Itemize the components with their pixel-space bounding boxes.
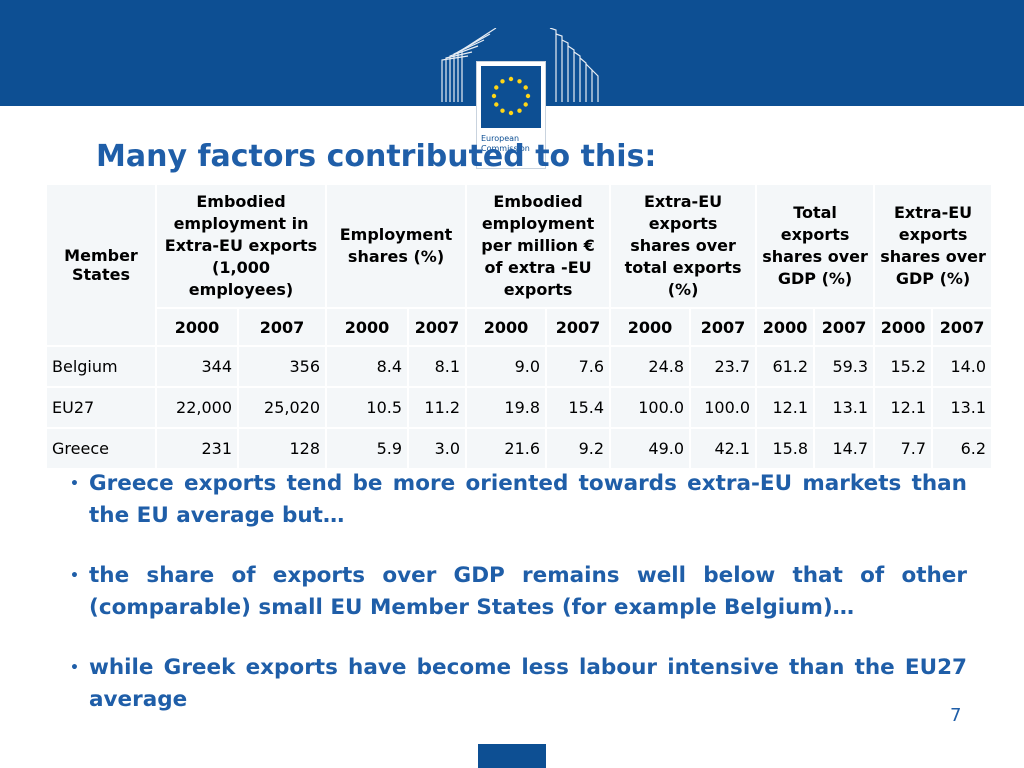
value-cell: 7.7 bbox=[873, 427, 934, 470]
value-cell: 9.2 bbox=[545, 427, 612, 470]
value-cell: 21.6 bbox=[465, 427, 548, 470]
group-header: Embodied employment per million € of ext… bbox=[465, 183, 612, 309]
value-cell: 22,000 bbox=[155, 386, 239, 429]
bullet-icon: • bbox=[70, 660, 79, 676]
group-header: Total exports shares over GDP (%) bbox=[755, 183, 876, 309]
slide-title: Many factors contributed to this: bbox=[96, 139, 657, 174]
year-header: 2007 bbox=[931, 307, 994, 347]
year-header: 2000 bbox=[755, 307, 816, 347]
year-header: 2000 bbox=[155, 307, 239, 347]
value-cell: 344 bbox=[155, 345, 239, 388]
value-cell: 14.0 bbox=[931, 345, 994, 388]
bullet-text: the share of exports over GDP remains we… bbox=[89, 563, 967, 620]
value-cell: 15.4 bbox=[545, 386, 612, 429]
bullet-icon: • bbox=[70, 476, 79, 492]
value-cell: 9.0 bbox=[465, 345, 548, 388]
data-table: Member States Embodied employment in Ext… bbox=[45, 183, 994, 470]
logo-text: European Commission bbox=[481, 134, 530, 154]
value-cell: 13.1 bbox=[813, 386, 876, 429]
member-states-header: Member States bbox=[45, 183, 157, 347]
bullet-text: while Greek exports have become less lab… bbox=[89, 655, 967, 712]
table-year-row: 2000 2007 2000 2007 2000 2007 2000 2007 … bbox=[46, 307, 994, 347]
year-header: 2000 bbox=[873, 307, 934, 347]
footer-eu-flag-icon bbox=[478, 744, 546, 768]
table-row: EU27 22,000 25,020 10.5 11.2 19.8 15.4 1… bbox=[45, 386, 994, 429]
value-cell: 49.0 bbox=[609, 427, 692, 470]
table-group-header-row: Member States Embodied employment in Ext… bbox=[45, 183, 994, 347]
bullet-item: • Greece exports tend be more oriented to… bbox=[70, 468, 967, 532]
year-header: 2007 bbox=[813, 307, 876, 347]
value-cell: 6.2 bbox=[931, 427, 994, 470]
bullet-item: • while Greek exports have become less l… bbox=[70, 652, 967, 716]
value-cell: 15.8 bbox=[755, 427, 816, 470]
value-cell: 19.8 bbox=[465, 386, 548, 429]
value-cell: 7.6 bbox=[545, 345, 612, 388]
value-cell: 25,020 bbox=[236, 386, 328, 429]
group-header: Embodied employment in Extra-EU exports … bbox=[154, 183, 328, 309]
value-cell: 5.9 bbox=[325, 427, 410, 470]
logo-line-1: European bbox=[481, 134, 520, 143]
group-header: Employment shares (%) bbox=[325, 183, 468, 309]
bullet-list: • Greece exports tend be more oriented to… bbox=[70, 468, 967, 744]
year-header: 2007 bbox=[236, 307, 328, 347]
value-cell: 356 bbox=[236, 345, 328, 388]
value-cell: 14.7 bbox=[813, 427, 876, 470]
bullet-text: Greece exports tend be more oriented tow… bbox=[89, 471, 967, 528]
european-commission-logo: European Commission bbox=[438, 28, 608, 169]
value-cell: 8.1 bbox=[407, 345, 468, 388]
logo-line-2: Commission bbox=[481, 144, 530, 153]
eu-flag-icon bbox=[481, 66, 541, 128]
value-cell: 100.0 bbox=[609, 386, 692, 429]
value-cell: 10.5 bbox=[325, 386, 410, 429]
value-cell: 15.2 bbox=[873, 345, 934, 388]
year-header: 2000 bbox=[609, 307, 692, 347]
page-number: 7 bbox=[950, 705, 962, 726]
value-cell: 12.1 bbox=[873, 386, 934, 429]
value-cell: 231 bbox=[155, 427, 239, 470]
table-row: Greece 231 128 5.9 3.0 21.6 9.2 49.0 42.… bbox=[45, 427, 994, 470]
logo-box: European Commission bbox=[476, 61, 546, 169]
group-header: Extra-EU exports shares over GDP (%) bbox=[873, 183, 994, 309]
value-cell: 3.0 bbox=[407, 427, 468, 470]
year-header: 2000 bbox=[465, 307, 548, 347]
value-cell: 128 bbox=[236, 427, 328, 470]
value-cell: 42.1 bbox=[689, 427, 758, 470]
group-header: Extra-EU exports shares over total expor… bbox=[609, 183, 758, 309]
year-header: 2000 bbox=[325, 307, 410, 347]
value-cell: 12.1 bbox=[755, 386, 816, 429]
year-header: 2007 bbox=[689, 307, 758, 347]
country-cell: Belgium bbox=[45, 345, 157, 388]
bullet-icon: • bbox=[70, 568, 79, 584]
country-cell: Greece bbox=[45, 427, 157, 470]
value-cell: 100.0 bbox=[689, 386, 758, 429]
table-row: Belgium 344 356 8.4 8.1 9.0 7.6 24.8 23.… bbox=[45, 345, 994, 388]
value-cell: 8.4 bbox=[325, 345, 410, 388]
value-cell: 61.2 bbox=[755, 345, 816, 388]
country-cell: EU27 bbox=[45, 386, 157, 429]
year-header: 2007 bbox=[407, 307, 468, 347]
value-cell: 13.1 bbox=[931, 386, 994, 429]
year-header: 2007 bbox=[545, 307, 612, 347]
value-cell: 11.2 bbox=[407, 386, 468, 429]
logo-building-lines-icon bbox=[441, 28, 599, 102]
value-cell: 59.3 bbox=[813, 345, 876, 388]
value-cell: 24.8 bbox=[609, 345, 692, 388]
value-cell: 23.7 bbox=[689, 345, 758, 388]
bullet-item: • the share of exports over GDP remains w… bbox=[70, 560, 967, 624]
